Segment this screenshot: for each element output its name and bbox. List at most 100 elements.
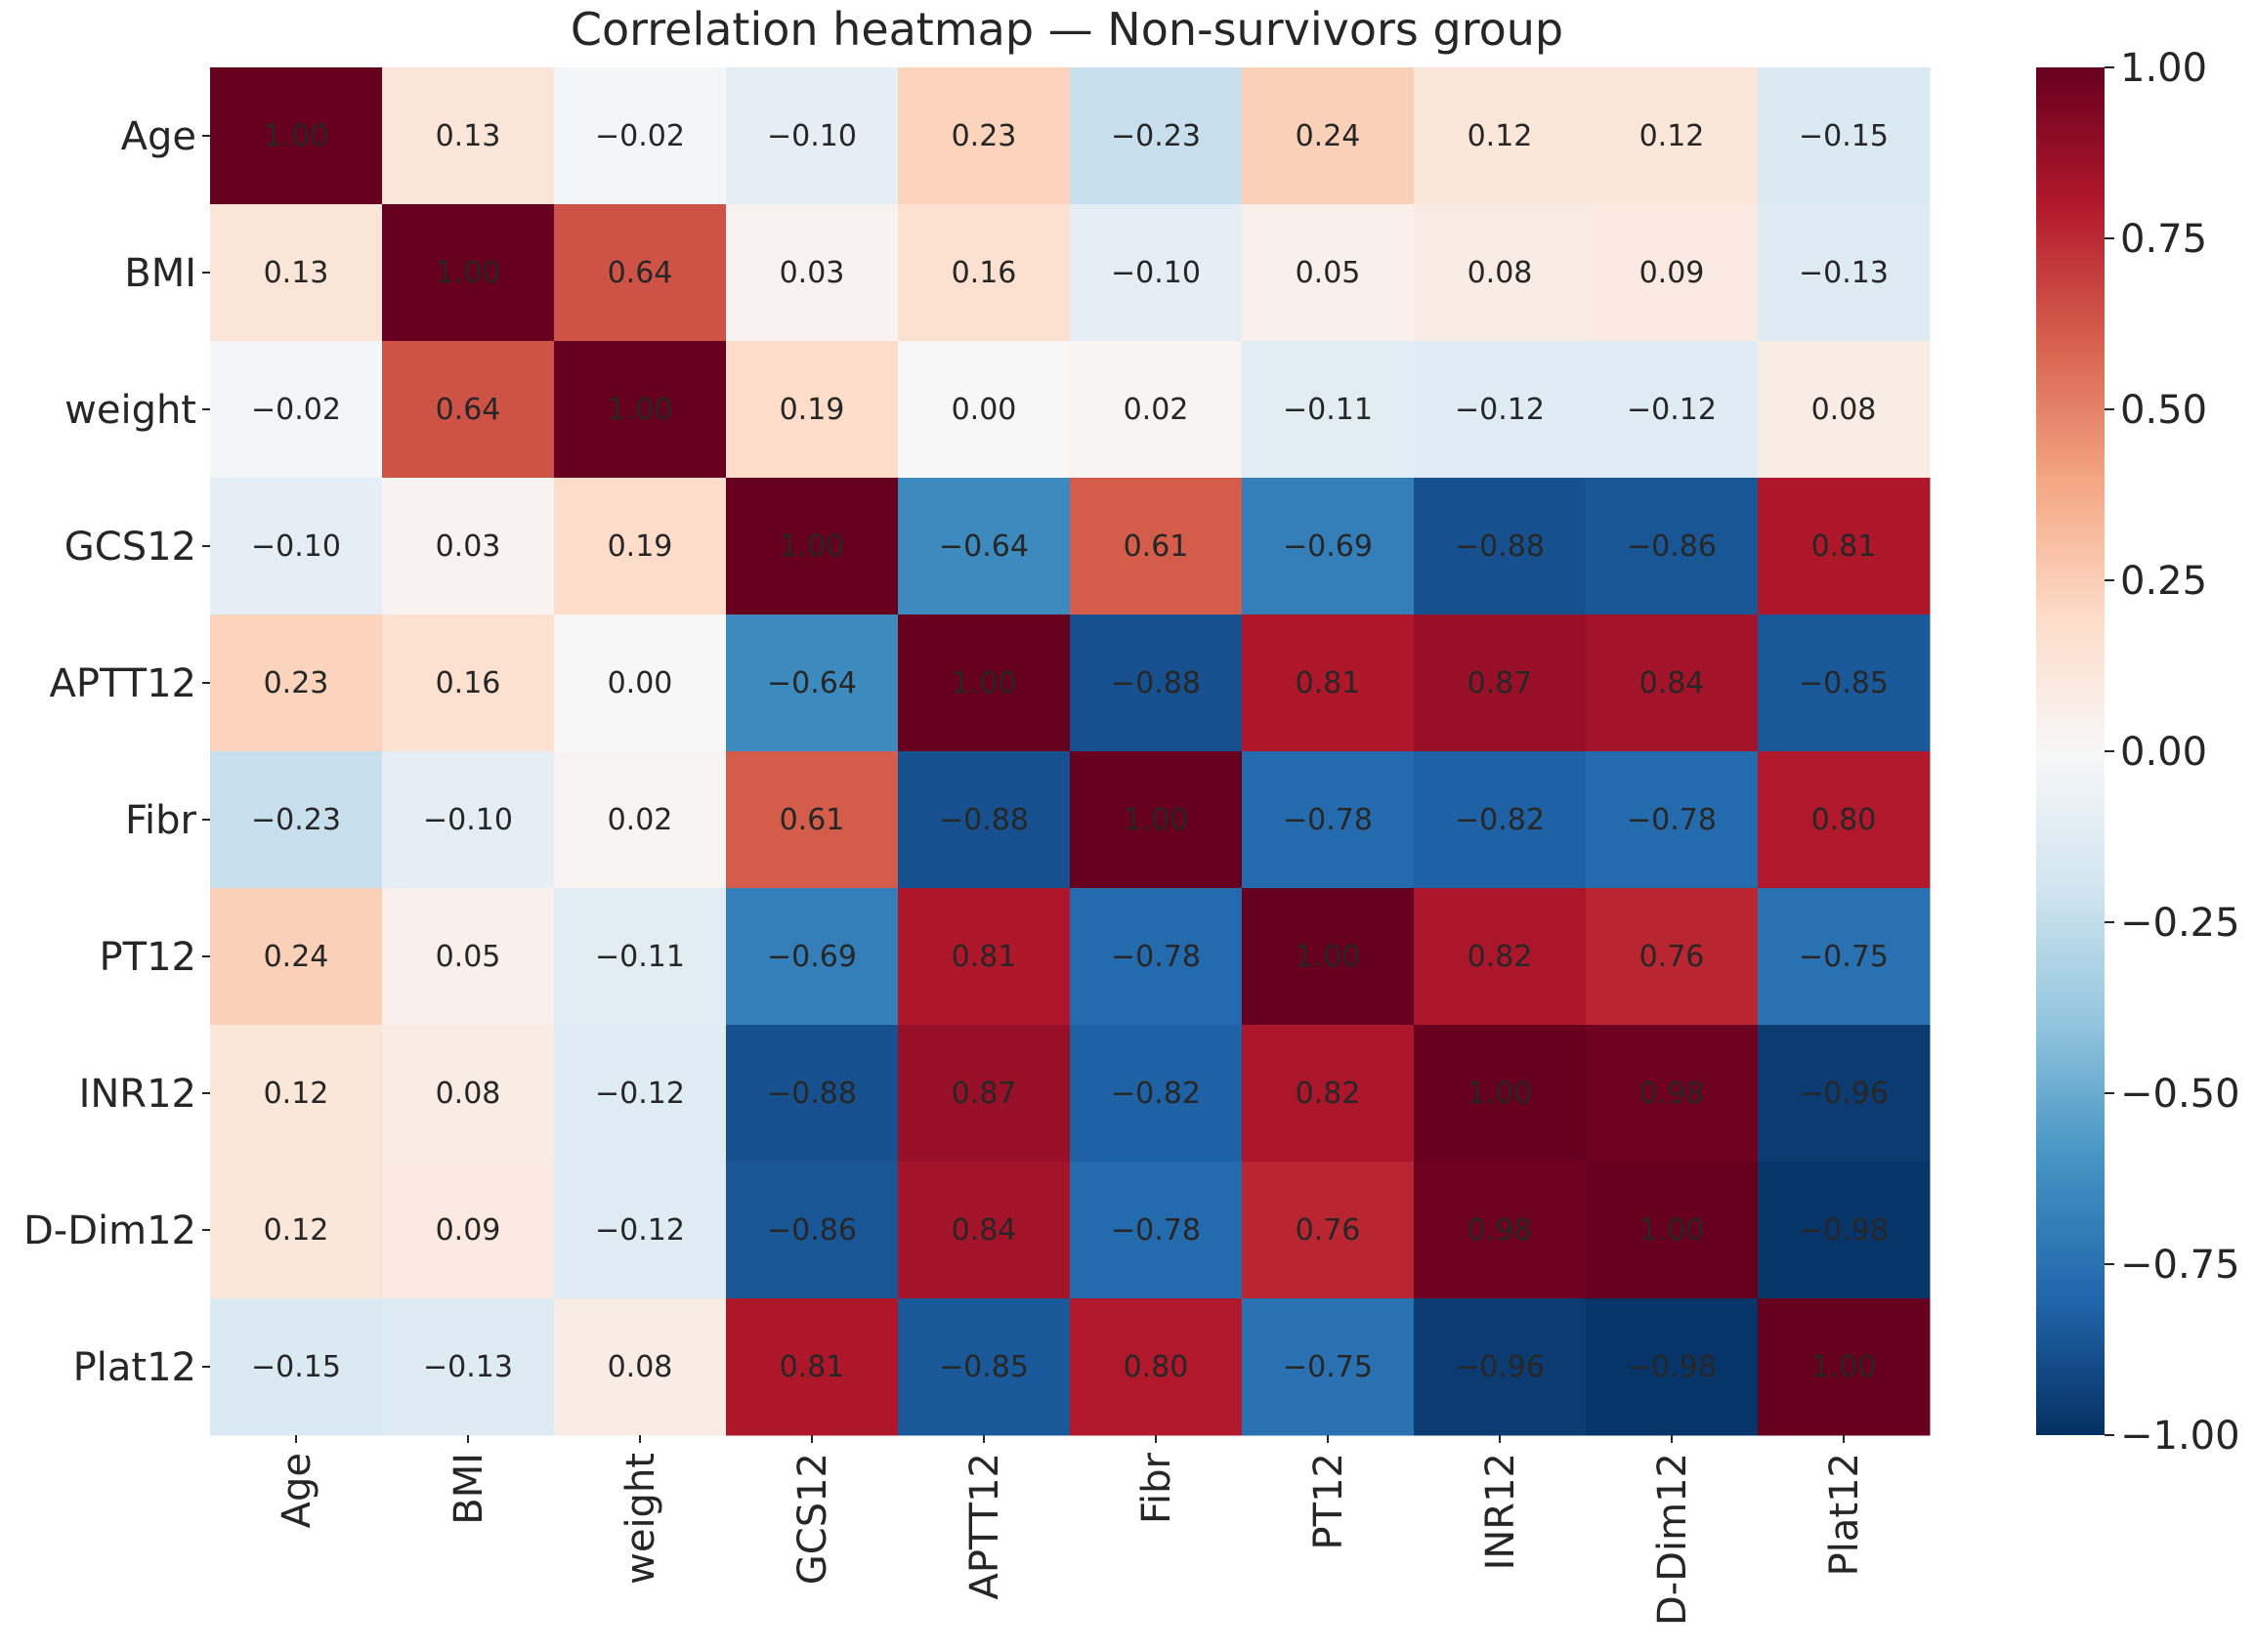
cell-value-label: −0.86	[767, 1213, 857, 1248]
y-tick-label-weight: weight	[64, 388, 196, 433]
cell-value-label: −0.10	[767, 119, 857, 153]
colorbar-tick-label: −0.50	[2120, 1072, 2240, 1117]
heatmap-cell-pt12-plat12	[1758, 888, 1931, 1026]
colorbar-tick-label: 0.50	[2120, 388, 2207, 433]
x-tick-label-inr12: INR12	[1478, 1453, 1523, 1570]
heatmap-cell-weight-aptt12	[898, 341, 1071, 479]
heatmap-cell-pt12-pt12	[1242, 888, 1415, 1026]
cell-value-label: 0.19	[608, 529, 673, 564]
cell-value-label: −0.98	[1799, 1213, 1889, 1248]
heatmap-cell-d-dim12-weight	[554, 1162, 727, 1299]
heatmap-cell-aptt12-plat12	[1758, 614, 1931, 752]
heatmap-cell-bmi-gcs12	[726, 204, 899, 342]
cell-value-label: −0.85	[1799, 666, 1889, 700]
heatmap-cell-weight-d-dim12	[1586, 341, 1759, 479]
cell-value-label: 0.98	[1468, 1213, 1533, 1248]
y-tick-label-bmi: BMI	[124, 251, 196, 296]
cell-value-label: 0.13	[264, 256, 329, 290]
cell-value-label: −0.23	[251, 803, 341, 837]
cell-value-label: 0.12	[264, 1077, 329, 1111]
cell-value-label: 1.00	[264, 119, 329, 153]
heatmap-cell-age-gcs12	[726, 67, 899, 205]
cell-value-label: 0.80	[1124, 1350, 1189, 1384]
heatmap-cell-bmi-inr12	[1414, 204, 1587, 342]
heatmap-cell-weight-gcs12	[726, 341, 899, 479]
cell-value-label: 0.12	[264, 1213, 329, 1248]
heatmap-cell-aptt12-d-dim12	[1586, 614, 1759, 752]
heatmap-cell-d-dim12-d-dim12	[1586, 1162, 1759, 1299]
heatmap-cell-fibr-inr12	[1414, 751, 1587, 889]
heatmap-cell-inr12-bmi	[382, 1025, 555, 1163]
cell-value-label: −0.11	[1283, 393, 1373, 427]
cell-value-label: 0.81	[780, 1350, 845, 1384]
cell-value-label: 1.00	[1296, 940, 1361, 974]
cell-value-label: −0.75	[1283, 1350, 1373, 1384]
cell-value-label: 0.61	[1124, 529, 1189, 564]
cell-value-label: 0.08	[1811, 393, 1877, 427]
heatmap-cell-inr12-pt12	[1242, 1025, 1415, 1163]
heatmap-cell-aptt12-aptt12	[898, 614, 1071, 752]
cell-value-label: 0.87	[952, 1077, 1017, 1111]
heatmap-cell-gcs12-age	[210, 478, 383, 615]
y-tick-label-fibr: Fibr	[125, 798, 197, 843]
colorbar-tick-label: 0.00	[2120, 730, 2207, 775]
heatmap-cell-plat12-age	[210, 1298, 383, 1436]
y-tick-label-pt12: PT12	[100, 935, 196, 980]
heatmap-cell-d-dim12-gcs12	[726, 1162, 899, 1299]
cell-value-label: 1.00	[608, 393, 673, 427]
heatmap-cell-pt12-fibr	[1070, 888, 1243, 1026]
heatmap-cell-age-aptt12	[898, 67, 1071, 205]
y-tick-label-plat12: Plat12	[73, 1345, 196, 1390]
heatmap-cell-d-dim12-plat12	[1758, 1162, 1931, 1299]
x-tick-label-weight: weight	[618, 1453, 663, 1585]
colorbar-tick-label: −0.75	[2120, 1243, 2240, 1288]
cell-value-label: −0.10	[251, 529, 341, 564]
cell-value-label: 1.00	[1468, 1077, 1533, 1111]
cell-value-label: −0.12	[595, 1213, 685, 1248]
cell-value-label: 0.80	[1811, 803, 1877, 837]
heatmap-cell-aptt12-age	[210, 614, 383, 752]
heatmap-cell-weight-plat12	[1758, 341, 1931, 479]
heatmap-cell-bmi-plat12	[1758, 204, 1931, 342]
cell-value-label: −0.78	[1283, 803, 1373, 837]
heatmap-cell-weight-weight	[554, 341, 727, 479]
cell-value-label: 0.23	[264, 666, 329, 700]
cell-value-label: 0.81	[952, 940, 1017, 974]
cell-value-label: 0.12	[1468, 119, 1533, 153]
cell-value-label: 1.00	[436, 256, 501, 290]
heatmap-cell-aptt12-weight	[554, 614, 727, 752]
heatmap-cell-weight-fibr	[1070, 341, 1243, 479]
cell-value-label: 0.76	[1639, 940, 1705, 974]
cell-value-label: 0.23	[952, 119, 1017, 153]
cell-value-label: 0.81	[1296, 666, 1361, 700]
heatmap-cell-gcs12-gcs12	[726, 478, 899, 615]
cell-value-label: −0.02	[251, 393, 341, 427]
cell-value-label: 0.02	[1124, 393, 1189, 427]
cell-value-label: 0.08	[608, 1350, 673, 1384]
heatmap-cell-fibr-aptt12	[898, 751, 1071, 889]
heatmap-cell-pt12-inr12	[1414, 888, 1587, 1026]
cell-value-label: −0.88	[939, 803, 1029, 837]
cell-value-label: 0.08	[436, 1077, 501, 1111]
y-tick-label-d-dim12: D-Dim12	[23, 1208, 196, 1253]
cell-value-label: 0.09	[1639, 256, 1705, 290]
cell-value-label: −0.15	[1799, 119, 1889, 153]
heatmap-cell-gcs12-d-dim12	[1586, 478, 1759, 615]
heatmap-cell-aptt12-pt12	[1242, 614, 1415, 752]
heatmap-cell-plat12-d-dim12	[1586, 1298, 1759, 1436]
colorbar: 1.00 0.75 0.50 0.25 0.00 −0.25 −0.50 −0.75 −1.00	[2036, 46, 2240, 1459]
cell-value-label: 0.00	[608, 666, 673, 700]
heatmap-cell-aptt12-fibr	[1070, 614, 1243, 752]
heatmap-cell-plat12-aptt12	[898, 1298, 1071, 1436]
cell-value-label: −0.10	[1111, 256, 1201, 290]
colorbar-tick-label: 1.00	[2120, 46, 2207, 91]
x-tick-label-aptt12: APTT12	[962, 1453, 1007, 1600]
heatmap-cell-inr12-gcs12	[726, 1025, 899, 1163]
cell-value-label: 0.76	[1296, 1213, 1361, 1248]
cell-value-label: 0.03	[436, 529, 501, 564]
heatmap-cell-fibr-pt12	[1242, 751, 1415, 889]
x-tick-label-fibr: Fibr	[1134, 1452, 1179, 1524]
y-tick-label-inr12: INR12	[79, 1072, 196, 1117]
heatmap-cell-plat12-plat12	[1758, 1298, 1931, 1436]
heatmap-cell-pt12-d-dim12	[1586, 888, 1759, 1026]
